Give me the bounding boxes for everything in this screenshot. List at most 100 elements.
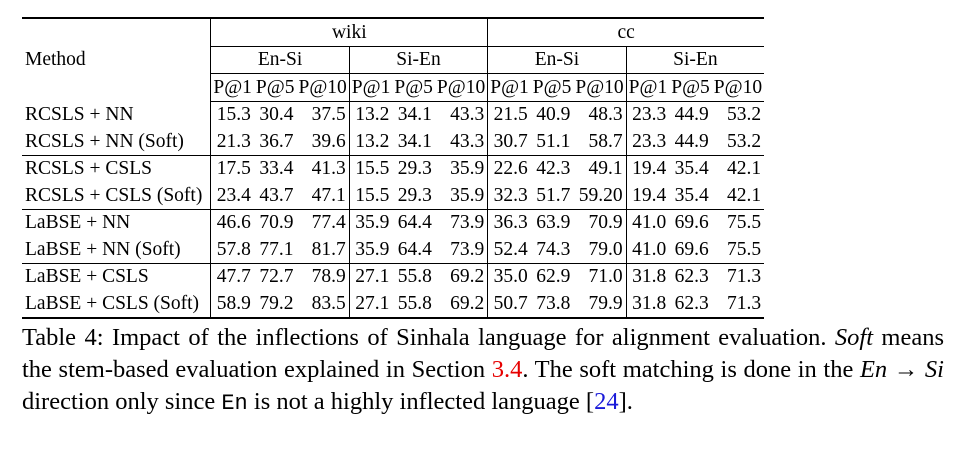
table-row: RCSLS + NN 15.3 30.4 37.5 13.2 34.1 43.3 21.5 40…: [22, 101, 764, 128]
value-cell: 29.3: [392, 154, 435, 182]
corpus-header-wiki: wiki: [210, 17, 488, 47]
metric-header: P@5: [530, 73, 574, 102]
value-cell: 35.4: [669, 154, 712, 182]
value-cell: 71.3: [711, 262, 765, 290]
value-cell: 71.0: [573, 262, 627, 290]
table-row: LaBSE + CSLS (Soft) 58.9 79.2 83.5 27.1 55.8 6…: [22, 290, 765, 319]
value-cell: 15.5: [348, 182, 393, 209]
value-cell: 36.3: [487, 208, 531, 236]
value-cell: 35.9: [348, 236, 393, 263]
metric-header: P@10: [296, 73, 350, 102]
value-cell: 15.5: [348, 154, 393, 182]
table-row: LaBSE + NN 46.6 70.9 77.4 35.9 64.4 73.9 36.3 63…: [22, 208, 765, 236]
value-cell: 21.3: [210, 128, 254, 155]
value-cell: 62.3: [669, 262, 712, 290]
method-cell: RCSLS + CSLS (Soft): [25, 184, 203, 206]
value-cell: 71.3: [711, 290, 765, 319]
value-cell: 35.4: [674, 184, 709, 206]
results-table: Method wiki cc En-Si Si-En En-Si Si-En P…: [22, 17, 765, 319]
table-row: RCSLS + CSLS 17.5 33.4 41.3 15.5 29.3 35.9 22.6…: [22, 154, 765, 182]
caption-en-code: En: [221, 391, 248, 416]
value-cell: 13.2: [348, 128, 393, 155]
caption-text: . The soft matching is done in the: [522, 356, 860, 383]
table-row: LaBSE + CSLS 47.7 72.7 78.9 27.1 55.8 69.2 35.0…: [22, 262, 765, 290]
value-cell: 46.6: [210, 208, 254, 236]
value-cell: 47.1: [311, 184, 346, 206]
value-cell: 70.9: [253, 208, 297, 236]
value-cell: 42.1: [726, 184, 762, 206]
value-cell: 81.7: [311, 238, 346, 260]
value-cell: 55.8: [392, 262, 435, 290]
value-cell: 74.3: [536, 238, 571, 260]
value-cell: 62.9: [530, 262, 574, 290]
value-cell: 79.9: [573, 290, 627, 319]
caption-text: is not a highly inflected language [: [247, 388, 595, 415]
metric-header: P@10: [711, 73, 765, 102]
section-reference-link[interactable]: 3.4: [491, 356, 523, 383]
value-cell: 53.2: [726, 104, 762, 125]
value-cell: 69.2: [434, 290, 488, 319]
value-cell: 33.4: [253, 154, 297, 182]
method-cell: RCSLS + NN: [25, 103, 134, 125]
caption-arrow: →: [887, 356, 925, 383]
citation-link[interactable]: 24: [594, 388, 619, 415]
value-cell: 23.4: [210, 182, 254, 209]
value-cell: 44.9: [674, 104, 709, 125]
value-cell: 70.9: [573, 208, 627, 236]
value-cell: 42.1: [711, 154, 765, 182]
value-cell: 40.9: [536, 104, 571, 125]
method-cell: RCSLS + CSLS: [22, 154, 211, 182]
metric-header: P@1: [348, 73, 393, 102]
value-cell: 36.7: [259, 130, 294, 152]
value-cell: 32.3: [487, 182, 531, 209]
value-cell: 27.1: [348, 262, 393, 290]
value-cell: 44.9: [674, 130, 709, 152]
value-cell: 41.0: [625, 236, 670, 263]
method-cell: RCSLS + NN (Soft): [25, 130, 184, 152]
metric-header: P@1: [625, 73, 670, 102]
value-cell: 51.7: [536, 184, 571, 206]
value-cell: 17.5: [210, 154, 254, 182]
value-cell: 77.4: [296, 208, 350, 236]
value-cell: 21.5: [487, 101, 531, 128]
method-cell: LaBSE + NN (Soft): [25, 238, 181, 260]
value-cell: 78.9: [296, 262, 350, 290]
caption-en-symbol: En: [859, 356, 888, 383]
value-cell: 29.3: [397, 184, 432, 206]
value-cell: 30.7: [487, 128, 531, 155]
value-cell: 37.5: [311, 104, 346, 125]
value-cell: 41.0: [625, 208, 670, 236]
caption-si-symbol: Si: [924, 356, 944, 383]
value-cell: 19.4: [625, 182, 670, 209]
table-row: RCSLS + CSLS (Soft) 23.4 43.7 47.1 15.5 29.3 3…: [22, 182, 764, 209]
caption-soft-word: Soft: [834, 324, 874, 351]
value-cell: 43.3: [450, 104, 485, 125]
value-cell: 48.3: [588, 104, 623, 125]
method-cell: LaBSE + NN: [22, 208, 211, 236]
value-cell: 77.1: [259, 238, 294, 260]
value-cell: 72.7: [253, 262, 297, 290]
value-cell: 63.9: [530, 208, 574, 236]
value-cell: 55.8: [392, 290, 435, 319]
pair-header: Si-En: [625, 46, 765, 74]
value-cell: 35.9: [434, 154, 488, 182]
value-cell: 69.6: [674, 238, 709, 260]
value-cell: 75.5: [711, 208, 765, 236]
value-cell: 30.4: [259, 104, 294, 125]
value-cell: 34.1: [397, 130, 432, 152]
pair-header: En-Si: [487, 46, 627, 74]
value-cell: 53.2: [726, 130, 762, 152]
value-cell: 43.3: [450, 130, 485, 152]
value-cell: 75.5: [726, 238, 762, 260]
value-cell: 23.3: [625, 101, 670, 128]
value-cell: 69.2: [434, 262, 488, 290]
value-cell: 43.7: [259, 184, 294, 206]
metric-header: P@5: [253, 73, 297, 102]
corpus-header-cc: cc: [487, 17, 765, 47]
metric-header: P@10: [434, 73, 488, 102]
metric-header: P@1: [487, 73, 531, 102]
method-cell: LaBSE + CSLS: [22, 262, 211, 290]
value-cell: 27.1: [348, 290, 393, 319]
value-cell: 58.7: [588, 130, 623, 152]
